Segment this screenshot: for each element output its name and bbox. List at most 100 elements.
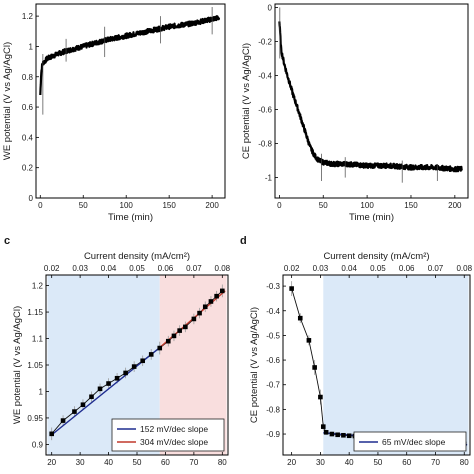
top-x-tick-label: 0.06 xyxy=(399,264,415,273)
y-tick-label: 0.6 xyxy=(22,103,34,112)
y-tick-label: 1.1 xyxy=(32,335,44,344)
y-tick-label: -0.5 xyxy=(266,331,280,340)
x-tick-label: 100 xyxy=(360,201,374,210)
y-axis-title: CE potential (V vs Ag/AgCl) xyxy=(249,307,260,423)
data-point xyxy=(114,375,120,381)
top-x-tick-label: 0.05 xyxy=(370,264,386,273)
data-point xyxy=(72,409,77,414)
data-point xyxy=(140,358,145,364)
x-tick-label: 0 xyxy=(277,201,282,210)
panel-d: 20 30 40 50 60 70 80 -0.9 -0.8 -0.7 -0.6 -0.5 -0.4 -0… xyxy=(240,235,473,467)
data-point xyxy=(306,338,312,343)
y-tick-label: -0.6 xyxy=(258,106,272,115)
plot-frame xyxy=(35,3,226,199)
data-point xyxy=(335,432,340,438)
y-tick-label: -1 xyxy=(265,174,273,183)
x-tick-label: 200 xyxy=(448,201,462,210)
top-x-tick-label: 0.02 xyxy=(284,264,300,273)
y-axis-title: WE potential (V vs Ag/AgCl) xyxy=(2,42,13,160)
y-tick-label: 0.2 xyxy=(22,164,34,173)
x-tick-label: 200 xyxy=(205,201,219,210)
y-tick-label: 1.2 xyxy=(22,12,34,21)
panel-b: 0 50 100 150 200 -1 -0.8 -0.6 -0.4 -0.2 0 Time (min… xyxy=(241,3,469,223)
x-tick-label: 150 xyxy=(162,201,176,210)
data-point xyxy=(60,418,66,423)
y-tick-label: -0.4 xyxy=(266,307,280,316)
data-point xyxy=(131,364,137,369)
data-point xyxy=(148,352,154,357)
legend-label: 152 mV/dec slope xyxy=(140,424,208,434)
x-tick-label: 20 xyxy=(47,458,56,467)
data-point xyxy=(202,304,208,310)
data-point xyxy=(191,316,197,322)
top-x-axis-title: Current density (mA/cm²) xyxy=(84,251,190,262)
y-tick-label: -0.8 xyxy=(258,140,272,149)
x-tick-label: 70 xyxy=(189,458,198,467)
y-tick-label: 1 xyxy=(29,42,34,51)
y-tick-label: -0.6 xyxy=(266,356,280,365)
data-point xyxy=(208,299,214,304)
top-x-tick-label: 0.07 xyxy=(186,264,202,273)
x-tick-label: 60 xyxy=(402,458,411,467)
y-tick-label: 1.15 xyxy=(27,308,43,317)
legend-label: 65 mV/dec slope xyxy=(382,437,446,447)
data-point xyxy=(318,394,323,400)
top-x-tick-label: 0.03 xyxy=(72,264,88,273)
data-point xyxy=(197,310,202,316)
y-tick-label: -0.8 xyxy=(266,405,280,414)
data-point xyxy=(123,370,128,376)
x-tick-label: 50 xyxy=(133,458,142,467)
data-point xyxy=(89,394,94,400)
top-x-tick-label: 0.08 xyxy=(456,264,472,273)
y-axis-title: CE potential (V vs Ag/AgCl) xyxy=(241,43,252,159)
legend-label: 304 mV/dec slope xyxy=(140,437,208,447)
x-tick-label: 40 xyxy=(345,458,354,467)
top-x-tick-label: 0.05 xyxy=(129,264,145,273)
x-axis-title: Time (min) xyxy=(108,212,153,223)
shaded-region-1 xyxy=(323,275,469,455)
y-tick-label: 1.05 xyxy=(27,361,43,370)
top-x-axis-title: Current density (mA/cm²) xyxy=(323,251,429,262)
top-x-tick-label: 0.02 xyxy=(44,264,60,273)
data-point xyxy=(289,286,294,291)
legend-box xyxy=(353,431,467,452)
data-point xyxy=(214,293,219,299)
data-point xyxy=(80,402,86,408)
panel-a: 0 50 100 150 200 0 0.2 0.4 0.6 0.8 1 1.2 Time (min) W… xyxy=(2,3,226,223)
data-point xyxy=(220,288,225,294)
x-axis-title: Time (min) xyxy=(349,212,394,223)
data-point xyxy=(341,432,346,438)
data-point xyxy=(171,333,177,339)
y-tick-label: 0.95 xyxy=(27,414,43,423)
top-x-tick-label: 0.04 xyxy=(101,264,117,273)
x-tick-label: 20 xyxy=(287,458,296,467)
plot-frame xyxy=(282,274,471,456)
y-tick-label: -0.4 xyxy=(258,71,272,80)
plot-frame xyxy=(274,3,469,199)
data-point xyxy=(320,424,326,429)
x-tick-label: 0 xyxy=(38,201,43,210)
x-tick-label: 50 xyxy=(79,201,88,210)
y-tick-label: 0 xyxy=(29,194,34,203)
data-point xyxy=(177,328,182,333)
y-tick-label: 0.9 xyxy=(32,440,44,449)
data-point xyxy=(312,365,317,370)
y-tick-label: 0.8 xyxy=(22,73,34,82)
top-x-tick-label: 0.03 xyxy=(313,264,329,273)
y-tick-label: 1 xyxy=(39,387,44,396)
y-axis-title: WE potential (V vs Ag/AgCl) xyxy=(12,306,23,424)
x-tick-label: 100 xyxy=(120,201,134,210)
x-tick-label: 60 xyxy=(161,458,170,467)
y-tick-label: -0.2 xyxy=(258,37,272,46)
x-tick-label: 50 xyxy=(319,201,328,210)
x-tick-label: 80 xyxy=(460,458,469,467)
y-tick-label: -0.7 xyxy=(266,381,280,390)
data-point xyxy=(323,430,329,435)
top-x-tick-label: 0.08 xyxy=(215,264,231,273)
data-point xyxy=(297,315,303,321)
legend-box xyxy=(111,418,225,452)
panel-letter: c xyxy=(4,235,10,247)
top-x-tick-label: 0.06 xyxy=(158,264,174,273)
data-point xyxy=(183,324,188,330)
